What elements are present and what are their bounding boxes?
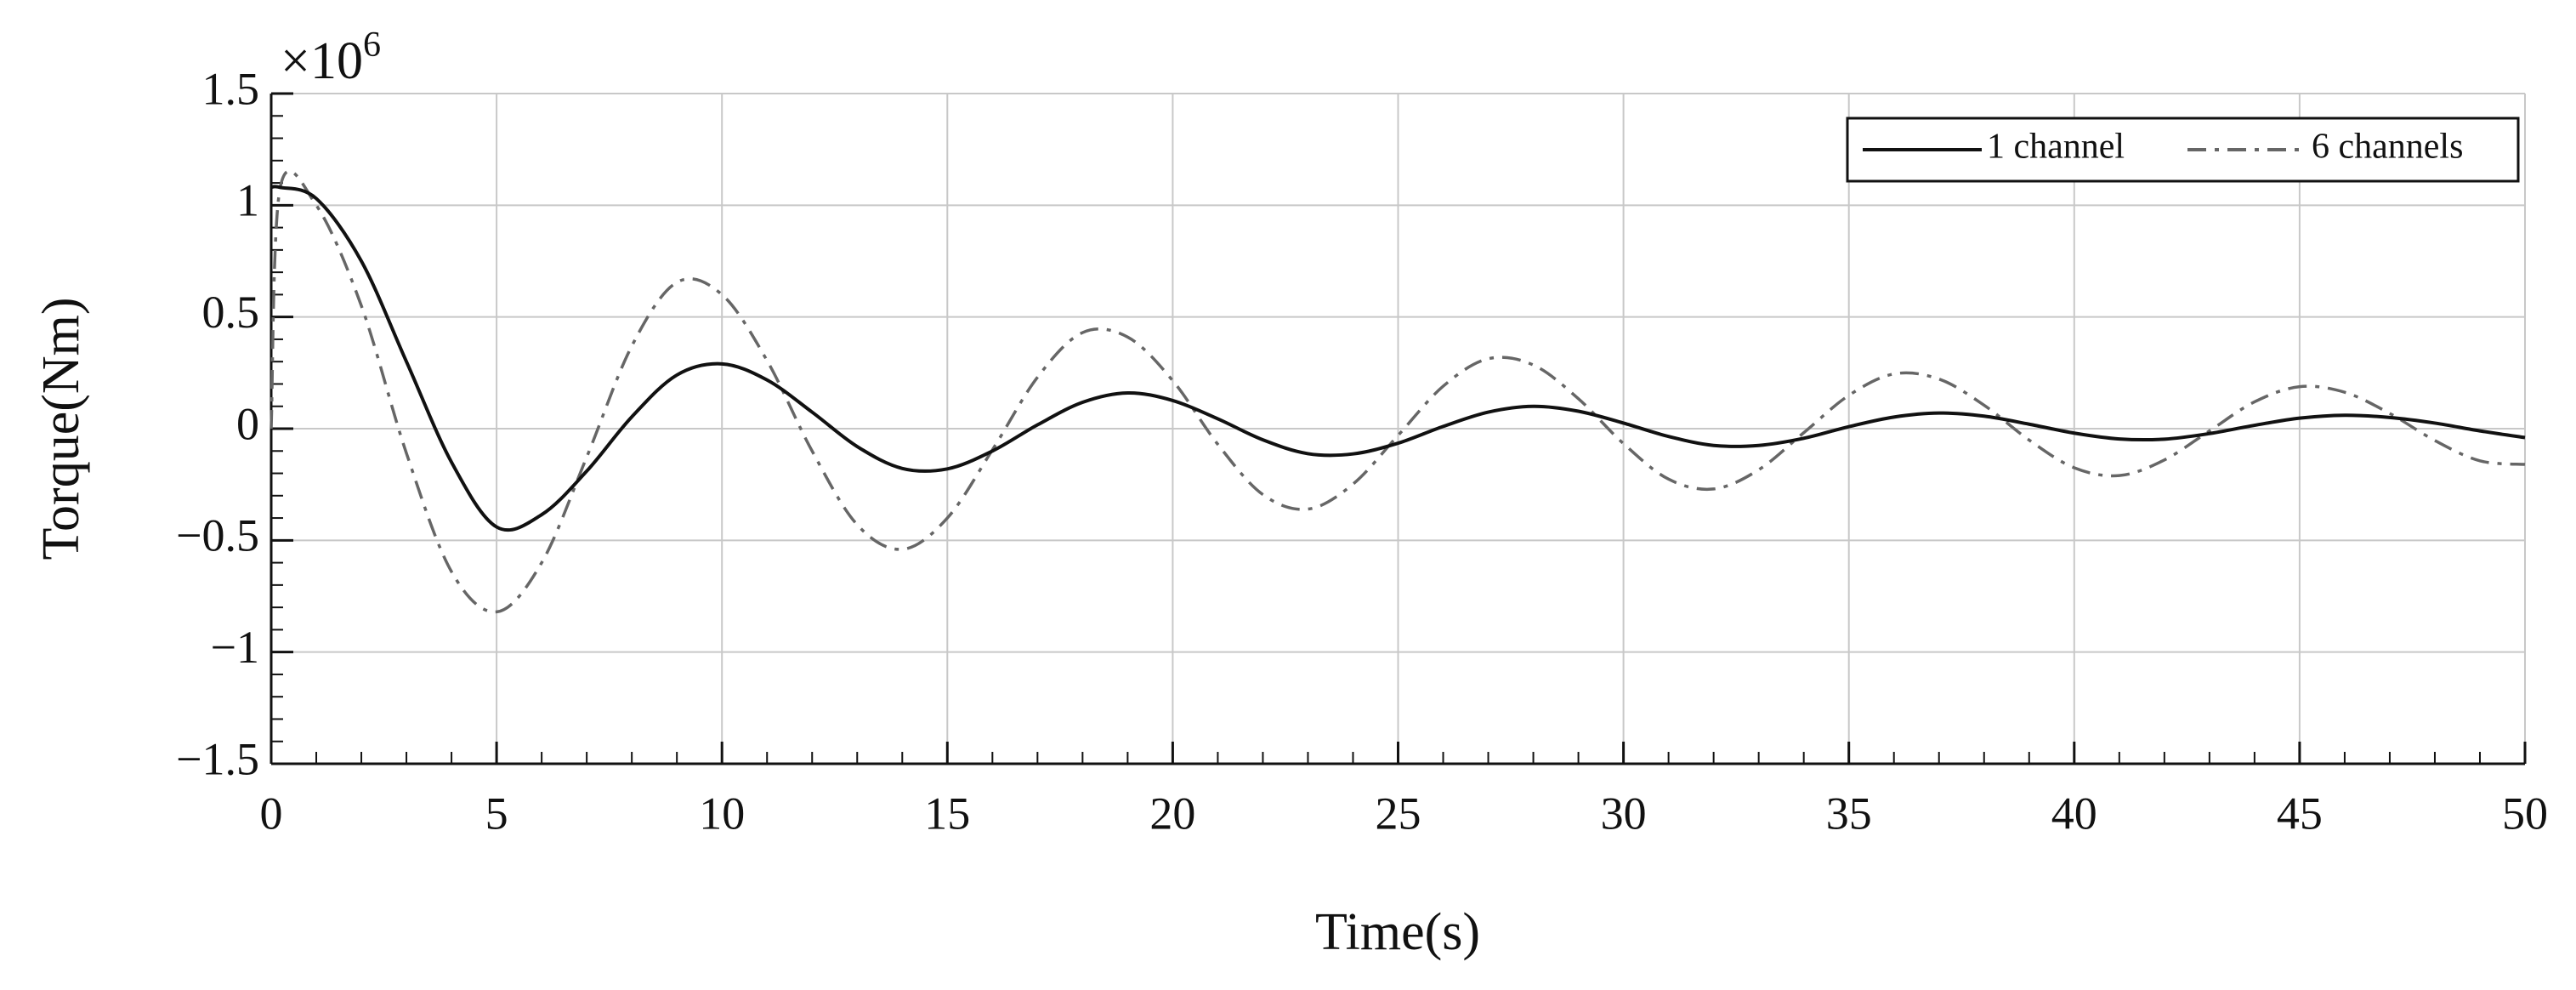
series-line (270, 185, 2526, 532)
x-tick-label: 35 (1826, 788, 1872, 839)
y-tick-label: 1.5 (202, 63, 260, 114)
x-tick-label: 30 (1601, 788, 1647, 839)
x-tick-label: 50 (2502, 788, 2548, 839)
y-tick-label: 0.5 (202, 287, 260, 338)
x-tick-label: 40 (2051, 788, 2097, 839)
legend-label: 1 channel (1987, 128, 2125, 167)
series-line (270, 169, 2526, 614)
x-tick-label: 5 (485, 788, 508, 839)
multiplier: ×106 (281, 26, 381, 91)
y-tick-label: 0 (236, 398, 259, 449)
legend-label: 6 channels (2312, 128, 2463, 167)
y-tick-label: 1 (236, 175, 259, 226)
y-tick-label: −1.5 (176, 733, 259, 784)
x-tick-label: 15 (924, 788, 970, 839)
x-tick-label: 20 (1149, 788, 1195, 839)
y-tick-label: −0.5 (176, 510, 259, 561)
x-tick-label: 10 (699, 788, 745, 839)
x-tick-label: 0 (260, 788, 283, 839)
multiplier-exponent: 6 (363, 26, 381, 65)
y-tick-label: −1 (211, 622, 259, 673)
x-axis-label: Time(s) (1315, 903, 1480, 961)
x-tick-label: 25 (1376, 788, 1421, 839)
y-axis-label: Torque(Nm) (32, 297, 90, 560)
x-tick-label: 45 (2277, 788, 2323, 839)
multiplier-base: ×10 (281, 32, 363, 90)
